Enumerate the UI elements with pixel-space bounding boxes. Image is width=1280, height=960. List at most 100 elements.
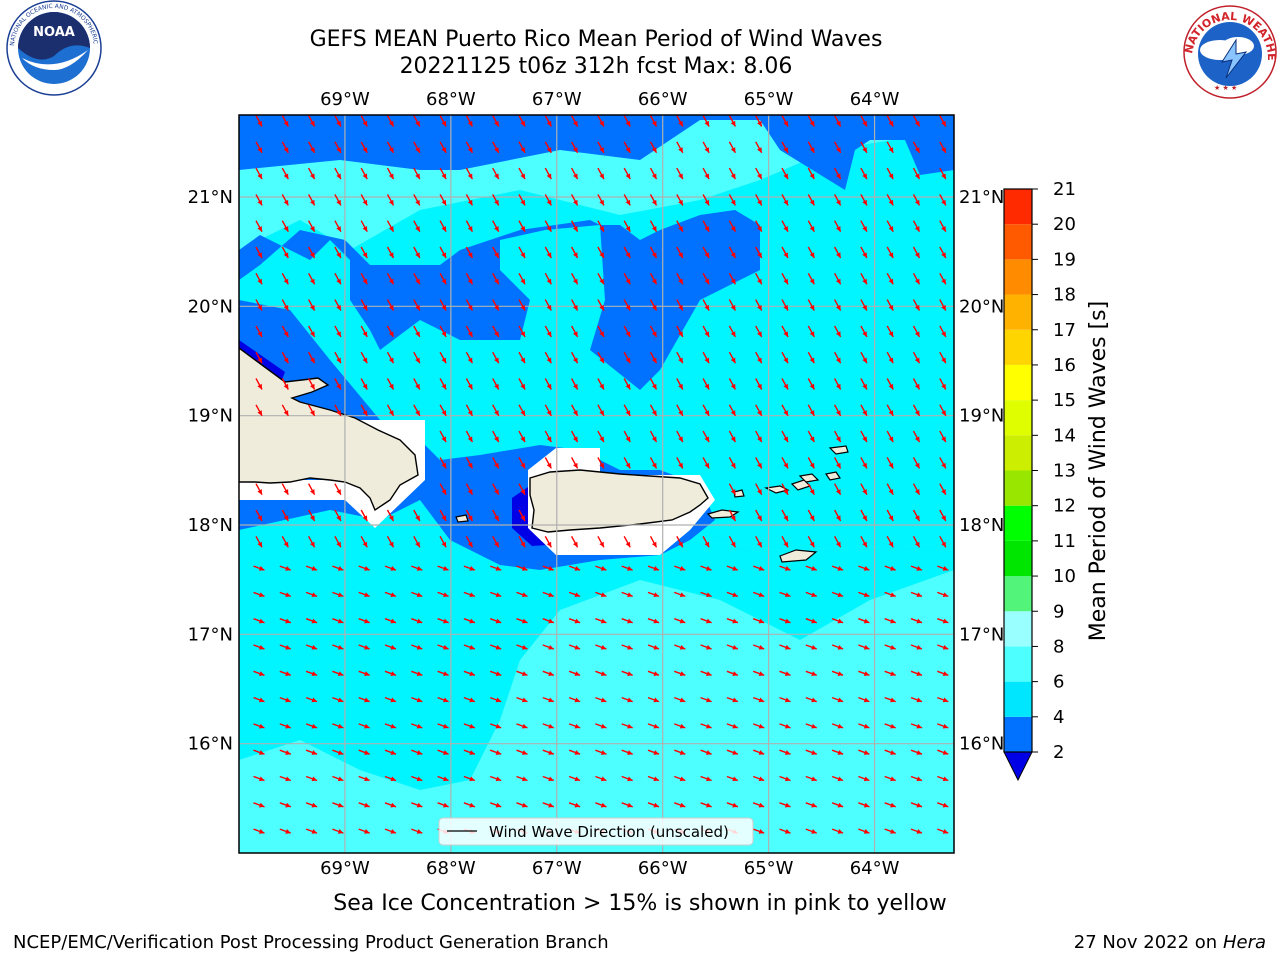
wind-wave-arrowhead [574,671,581,676]
wind-wave-arrowhead [548,671,554,676]
wind-wave-arrowhead [257,120,262,127]
wind-wave-arrowhead [337,802,344,808]
wind-wave-arrowhead [415,173,420,180]
wind-wave-arrowhead [809,515,815,521]
colorbar-band [1004,646,1032,682]
wind-wave-arrowhead [836,173,841,180]
wind-wave-arrowhead [362,410,368,416]
wind-wave-arrowhead [283,383,289,390]
wind-wave-arrowhead [494,147,499,153]
wind-wave-arrowhead [625,410,631,416]
lat-label-right: 20°N [959,296,1004,317]
wind-wave-arrowhead [809,357,815,364]
wind-wave-arrowhead [916,802,922,808]
lat-label-right: 17°N [959,624,1004,645]
wind-wave-arrowhead [599,383,604,390]
wind-wave-arrowhead [364,566,370,571]
wind-wave-arrowhead [441,199,447,206]
wind-wave-arrowhead [257,410,262,416]
wind-wave-arrowhead [521,644,528,650]
wind-wave-arrowhead [573,252,578,258]
wind-wave-arrowhead [914,199,920,206]
wind-wave-arrowhead [415,357,420,364]
wind-wave-arrowhead [888,199,894,206]
wind-wave-arrowhead [521,618,528,624]
wind-wave-arrowhead [390,566,396,571]
wind-wave-arrowhead [546,147,552,153]
wind-wave-arrowhead [337,566,344,571]
wind-wave-arrowhead [783,252,788,258]
wind-wave-arrowhead [467,226,473,232]
colorbar-band [1004,505,1032,541]
wind-wave-arrowhead [494,199,499,206]
wind-wave-arrowhead [390,776,396,782]
wind-wave-arrowhead [311,697,318,703]
colorbar-tick-label: 16 [1053,355,1076,376]
wind-wave-arrowhead [837,644,844,650]
wind-wave-arrowhead [548,776,554,782]
wind-wave-arrowhead [521,592,528,598]
footer-date: 27 Nov 2022 on Hera [1074,932,1266,954]
wind-wave-arrowhead [679,566,686,571]
wind-wave-arrowhead [336,226,341,232]
wind-wave-arrowhead [362,199,368,206]
wind-wave-arrowhead [495,644,502,650]
wind-wave-arrowhead [388,173,394,180]
wind-wave-arrowhead [862,173,867,180]
wind-wave-arrowhead [653,802,659,808]
wind-wave-arrowhead [546,436,552,443]
wind-wave-arrowhead [390,829,396,834]
wind-wave-arrowhead [757,357,762,364]
wind-wave-arrowhead [520,462,525,469]
wind-wave-arrowhead [441,278,447,285]
wind-wave-arrowhead [467,462,473,469]
wind-wave-arrowhead [285,618,291,624]
wind-wave-arrowhead [730,173,736,180]
wind-wave-arrowhead [704,357,710,364]
wind-wave-arrowhead [336,357,341,364]
wind-wave-arrowhead [625,120,631,127]
wind-wave-arrowhead [336,331,341,337]
colorbar-label: Mean Period of Wind Waves [s] [1086,301,1111,641]
wind-wave-arrowhead [706,776,712,782]
wind-wave-arrowhead [257,147,262,153]
footer-date-text: 27 Nov 2022 on [1073,932,1218,953]
wind-wave-arrowhead [783,226,788,232]
footer-credit: NCEP/EMC/Verification Post Processing Pr… [13,932,609,953]
wind-wave-arrowhead [942,829,949,834]
wind-wave-arrowhead [862,331,867,337]
wind-wave-arrowhead [416,802,423,808]
wind-wave-arrowhead [337,723,344,729]
wind-wave-arrowhead [757,383,762,390]
wind-wave-arrowhead [837,750,844,755]
wind-wave-arrowhead [757,147,762,153]
wind-wave-arrowhead [941,278,946,285]
wind-wave-arrowhead [914,541,920,548]
colorbar-tick-label: 12 [1053,496,1076,517]
wind-wave-arrowhead [784,802,791,808]
wind-wave-arrowhead [467,357,473,364]
wind-wave-arrowhead [257,199,262,206]
longitude-labels-bottom: 69°W 68°W 67°W 66°W 65°W 64°W [320,858,900,879]
wind-wave-arrowhead [678,147,683,153]
wind-wave-arrowhead [416,592,423,598]
wind-wave-arrowhead [310,305,315,311]
wind-wave-arrowhead [651,357,657,364]
wind-wave-arrowhead [600,750,607,755]
wind-wave-arrowhead [494,252,499,258]
wind-wave-arrowhead [443,802,449,808]
map-gridlines [239,115,954,853]
wind-wave-arrowhead [441,357,447,364]
wind-wave-arrowhead [809,331,815,337]
wind-wave-arrowhead [651,173,657,180]
wind-wave-arrowhead [836,226,841,232]
wind-wave-arrowhead [388,226,394,232]
wind-wave-arrowhead [625,541,631,548]
wind-wave-arrowhead [809,305,815,311]
wind-wave-arrowhead [469,802,475,808]
wind-wave-arrowhead [283,226,289,232]
colorbar-band [1004,576,1032,612]
wind-wave-arrowhead [679,618,686,624]
wind-wave-arrowhead [520,120,525,127]
wind-wave-arrowhead [364,592,370,598]
